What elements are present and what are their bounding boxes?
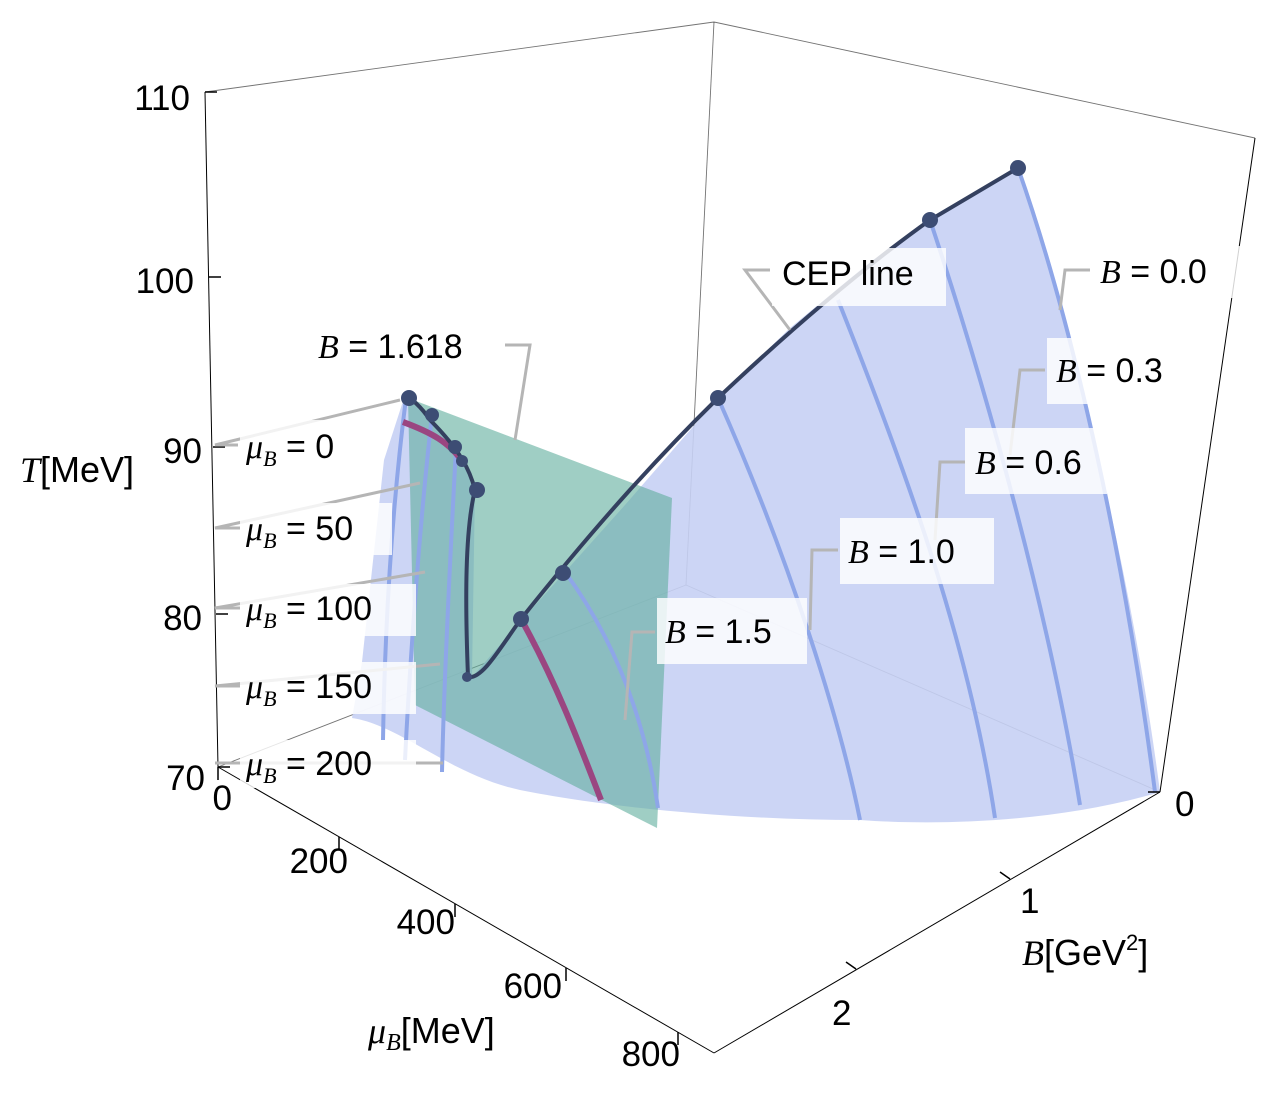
plane-B-1618: [408, 398, 672, 828]
T-tick-label: 70: [166, 759, 205, 798]
tick-marks: [205, 91, 1160, 1045]
T-tick-label: 100: [136, 262, 194, 301]
T-tick-label: 80: [163, 599, 202, 638]
cep-point: [448, 440, 462, 454]
T-tick-labels: 110 100 90 80 70: [134, 79, 205, 798]
cep-point: [469, 482, 485, 498]
cep-point: [922, 212, 938, 228]
B-label-4: B = 1.5: [665, 613, 772, 651]
bounding-box-front: [204, 91, 1256, 1054]
muB-label-3: μB = 150: [245, 668, 372, 711]
T-axis-label: T[MeV]: [20, 449, 134, 490]
B-label-0: B = 0.0: [1100, 253, 1207, 291]
muB-label-1: μB = 50: [245, 510, 353, 553]
muB-tick-label: 600: [504, 967, 562, 1006]
T-tick-label: 110: [134, 79, 190, 118]
B-tick-label: 2: [832, 994, 851, 1033]
muB-tick-label: 0: [213, 779, 232, 818]
muB-label-2: μB = 100: [245, 590, 372, 633]
cep-point: [401, 390, 417, 406]
muB-tick-label: 200: [290, 842, 348, 881]
B-label-3: B = 1.0: [848, 533, 955, 571]
cep-line-label: CEP line: [782, 255, 914, 293]
B-label-1: B = 0.3: [1056, 352, 1163, 390]
muB-tick-labels: 0 200 400 600 800: [213, 779, 680, 1074]
muB-tick-label: 800: [622, 1035, 680, 1074]
cep-point: [710, 390, 726, 406]
muB-label-0: μB = 0: [245, 428, 334, 471]
cep-point: [462, 672, 472, 682]
cep-point: [555, 565, 571, 581]
cep-point: [513, 611, 529, 627]
muB-tick-label: 400: [397, 903, 455, 942]
B-tick-label: 1: [1020, 882, 1039, 921]
B-label-2: B = 0.6: [975, 444, 1082, 482]
cep-points: [401, 160, 1026, 682]
T-tick-label: 90: [163, 432, 202, 471]
B-tick-labels: 0 1 2: [832, 785, 1194, 1033]
B-label-5: B = 1.618: [318, 328, 463, 366]
muB-label-4: μB = 200: [245, 745, 372, 788]
B-axis-label: B[GeV2]: [1022, 930, 1148, 973]
cep-point: [1010, 160, 1026, 176]
muB-axis-label: μB[MeV]: [367, 1010, 495, 1056]
label-boxes: [240, 246, 1242, 788]
cep-point: [425, 408, 439, 422]
cep-point: [456, 455, 468, 467]
B-tick-label: 0: [1175, 785, 1194, 824]
